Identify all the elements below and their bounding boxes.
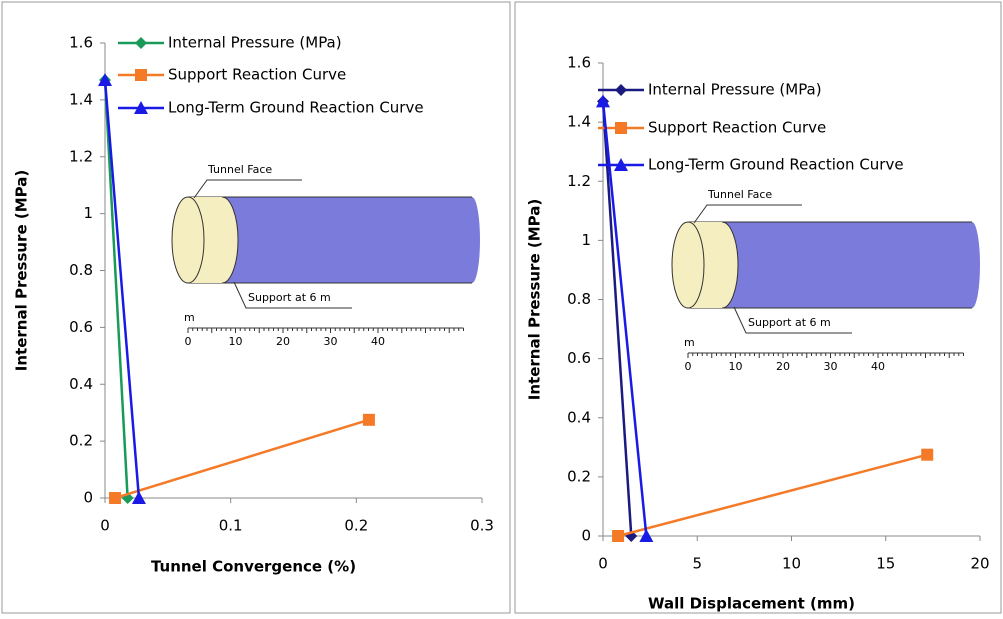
y-axis-title: Internal Pressure (MPa) xyxy=(13,170,31,371)
x-tick-label: 15 xyxy=(876,555,895,573)
scale-unit: m xyxy=(184,311,195,324)
y-tick-label: 1.4 xyxy=(69,90,93,108)
y-tick-label: 0.2 xyxy=(567,467,591,485)
legend-label: Long-Term Ground Reaction Curve xyxy=(648,156,904,174)
x-tick-label: 20 xyxy=(970,555,989,573)
x-axis-title: Wall Displacement (mm) xyxy=(648,595,855,613)
legend-label: Long-Term Ground Reaction Curve xyxy=(168,99,424,117)
x-tick-label: 0.2 xyxy=(344,517,368,535)
marker xyxy=(109,492,121,504)
face-label: Tunnel Face xyxy=(707,188,772,201)
y-axis-title: Internal Pressure (MPa) xyxy=(526,199,544,400)
y-tick-label: 0.4 xyxy=(69,375,93,393)
scale-label: 20 xyxy=(276,335,290,348)
x-tick-label: 0 xyxy=(100,517,110,535)
x-axis-title: Tunnel Convergence (%) xyxy=(151,558,356,576)
marker xyxy=(363,414,375,426)
face-label: Tunnel Face xyxy=(207,163,272,176)
legend-label: Support Reaction Curve xyxy=(648,119,826,137)
scale-label: 40 xyxy=(371,335,385,348)
y-tick-label: 0 xyxy=(83,489,93,507)
legend-marker xyxy=(615,122,627,134)
scale-label: 40 xyxy=(871,360,885,373)
y-tick-label: 1.6 xyxy=(567,54,591,72)
figure: 0 0.2 0.4 0.6 0.8 1 1.2 1.4 1.6 0 0.1 0.2 0.3 Tunnel … xyxy=(0,0,1003,615)
y-tick-label: 0.6 xyxy=(69,318,93,336)
tunnel-end xyxy=(464,197,480,283)
legend-label: Support Reaction Curve xyxy=(168,66,346,84)
legend-label: Internal Pressure (MPa) xyxy=(168,34,342,52)
scale-unit: m xyxy=(684,336,695,349)
face-leader xyxy=(694,205,802,223)
tunnel-body xyxy=(222,197,472,283)
y-tick-label: 0.4 xyxy=(567,408,591,426)
y-tick-label: 1.4 xyxy=(567,113,591,131)
tunnel-body xyxy=(722,222,972,308)
marker xyxy=(921,449,933,461)
x-tick-label: 5 xyxy=(692,555,702,573)
legend-marker xyxy=(135,37,147,49)
series-line xyxy=(115,420,369,498)
tunnel-face xyxy=(672,222,704,308)
y-tick-label: 1.2 xyxy=(69,147,93,165)
legend-marker xyxy=(615,84,627,96)
y-tick-label: 0.8 xyxy=(69,261,93,279)
series-line xyxy=(105,80,128,498)
y-tick-label: 1 xyxy=(83,204,93,222)
legend-marker xyxy=(135,69,147,81)
support-label: Support at 6 m xyxy=(248,291,331,304)
scale-label: 0 xyxy=(685,360,692,373)
scale-label: 0 xyxy=(185,335,192,348)
legend-label: Internal Pressure (MPa) xyxy=(648,81,822,99)
y-tick-label: 0 xyxy=(581,527,591,545)
marker xyxy=(612,530,624,542)
y-tick-label: 0.8 xyxy=(567,290,591,308)
scale-label: 20 xyxy=(776,360,790,373)
x-tick-label: 0 xyxy=(598,555,608,573)
scale-label: 30 xyxy=(324,335,338,348)
x-tick-label: 10 xyxy=(782,555,801,573)
y-tick-label: 0.6 xyxy=(567,349,591,367)
face-leader xyxy=(194,180,302,198)
scale-label: 30 xyxy=(824,360,838,373)
x-tick-label: 0.1 xyxy=(219,517,243,535)
scale-label: 10 xyxy=(229,335,243,348)
y-tick-label: 1.2 xyxy=(567,172,591,190)
tunnel-face xyxy=(172,197,204,283)
series-line xyxy=(618,455,927,536)
y-tick-label: 1.6 xyxy=(69,34,93,52)
support-label: Support at 6 m xyxy=(748,316,831,329)
tunnel-end xyxy=(964,222,980,308)
y-tick-label: 1 xyxy=(581,231,591,249)
x-tick-label: 0.3 xyxy=(470,517,494,535)
y-tick-label: 0.2 xyxy=(69,432,93,450)
scale-label: 10 xyxy=(729,360,743,373)
series-line xyxy=(105,80,139,498)
